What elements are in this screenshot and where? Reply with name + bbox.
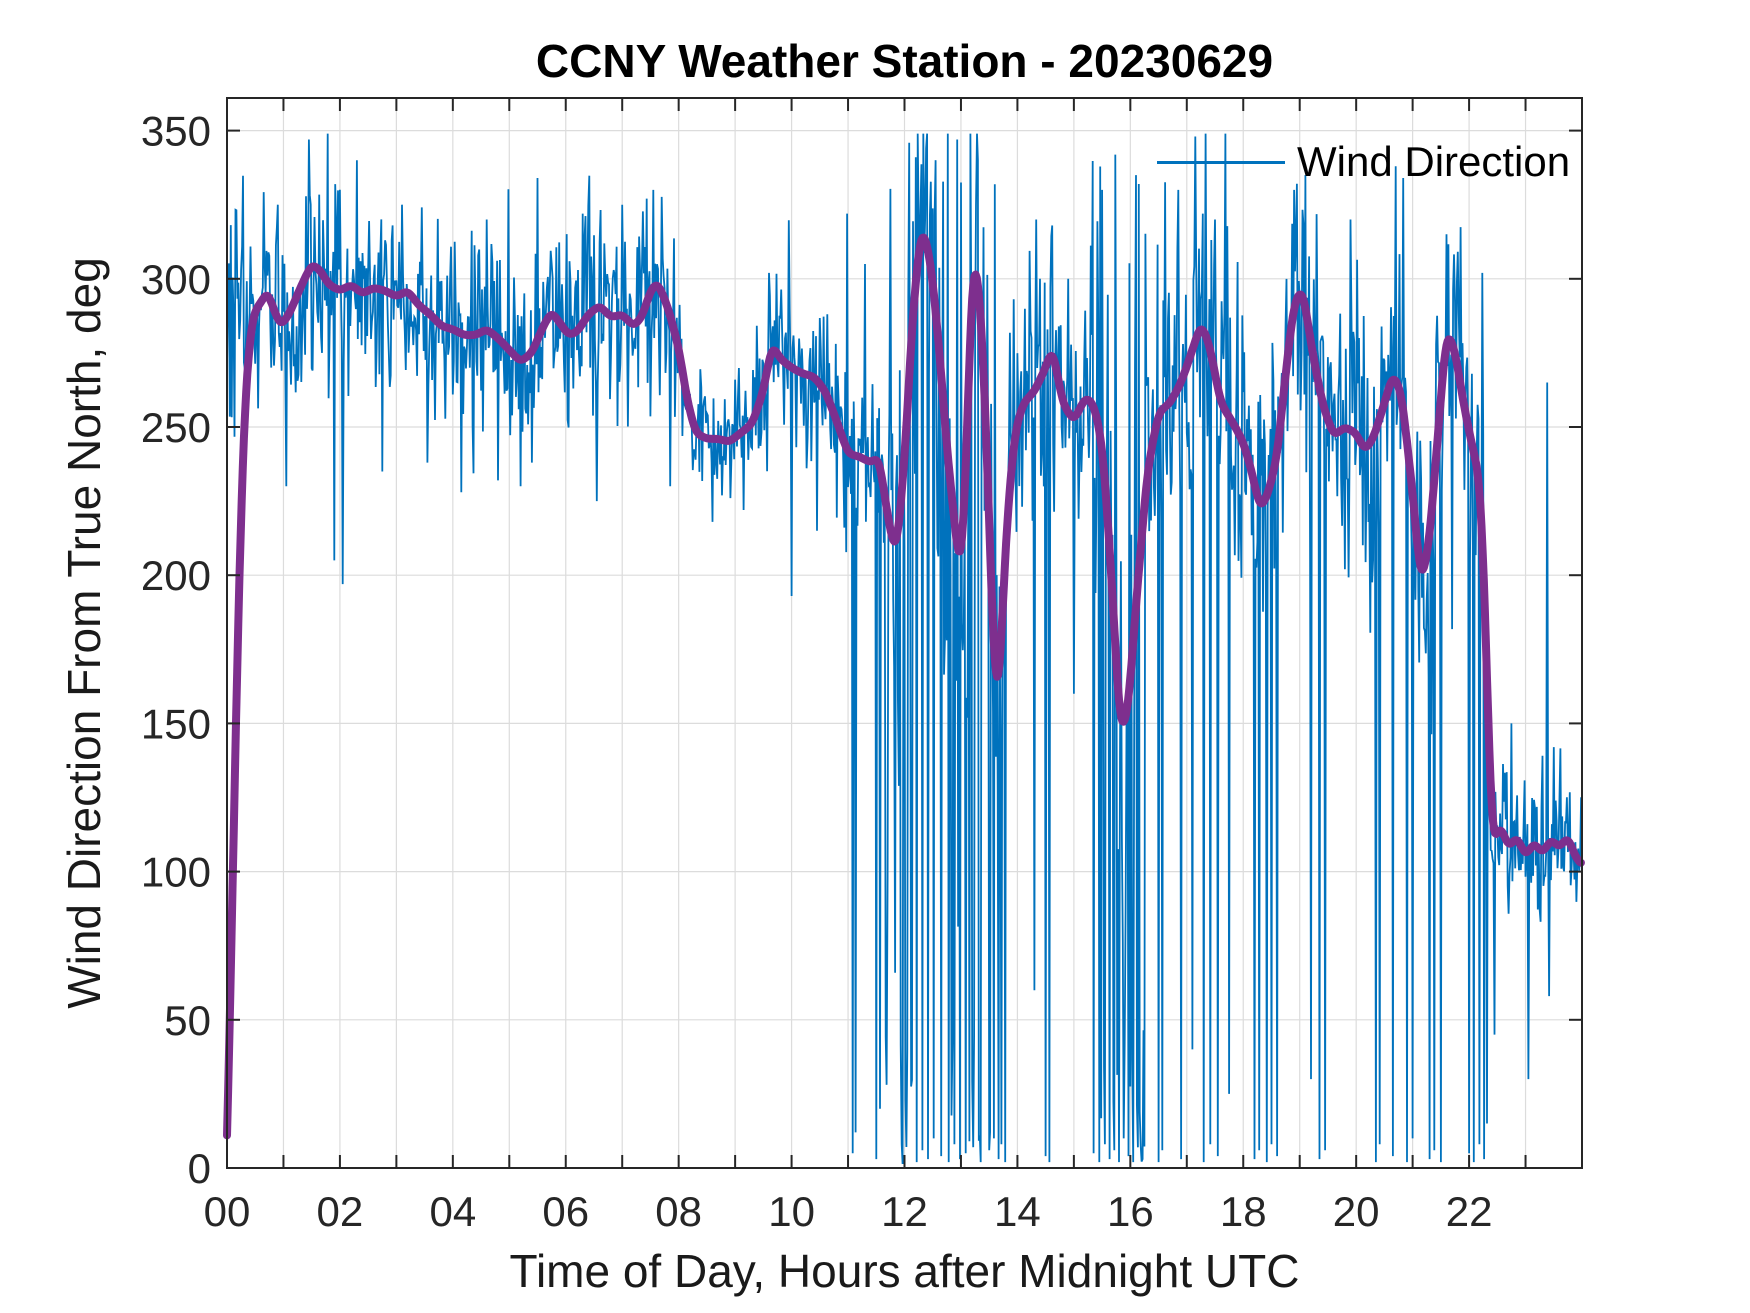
x-tick-label: 04 <box>429 1188 476 1235</box>
y-tick-label: 250 <box>141 404 211 451</box>
x-tick-label: 02 <box>317 1188 364 1235</box>
x-tick-label: 10 <box>768 1188 815 1235</box>
legend-entry-label: Wind Direction <box>1297 138 1571 185</box>
legend-line-sample <box>1157 160 1285 164</box>
x-tick-label: 18 <box>1220 1188 1267 1235</box>
tick-labels: 00 02 04 06 08 10 12 14 16 18 20 22 0 50 100 150 200 250 3… <box>141 108 1493 1235</box>
x-tick-label: 00 <box>204 1188 251 1235</box>
x-axis-label: Time of Day, Hours after Midnight UTC <box>509 1245 1300 1297</box>
y-tick-label: 50 <box>164 997 211 1044</box>
x-tick-label: 14 <box>994 1188 1041 1235</box>
y-tick-label: 350 <box>141 108 211 155</box>
y-tick-label: 300 <box>141 256 211 303</box>
y-tick-label: 200 <box>141 552 211 599</box>
x-tick-label: 22 <box>1446 1188 1493 1235</box>
x-tick-label: 06 <box>542 1188 589 1235</box>
y-tick-label: 150 <box>141 700 211 747</box>
x-tick-label: 20 <box>1333 1188 1380 1235</box>
smoothed-wind-direction-line <box>223 233 1585 1140</box>
axes-box <box>226 97 1583 1169</box>
x-tick-label: 12 <box>881 1188 928 1235</box>
y-tick-label: 0 <box>188 1145 211 1192</box>
chart-title: CCNY Weather Station - 20230629 <box>535 35 1274 87</box>
x-tick-label: 08 <box>655 1188 702 1235</box>
y-axis-label: Wind Direction From True North, deg <box>58 257 110 1009</box>
x-tick-label: 16 <box>1107 1188 1154 1235</box>
y-tick-label: 100 <box>141 849 211 896</box>
legend: Wind Direction <box>1157 138 1571 185</box>
